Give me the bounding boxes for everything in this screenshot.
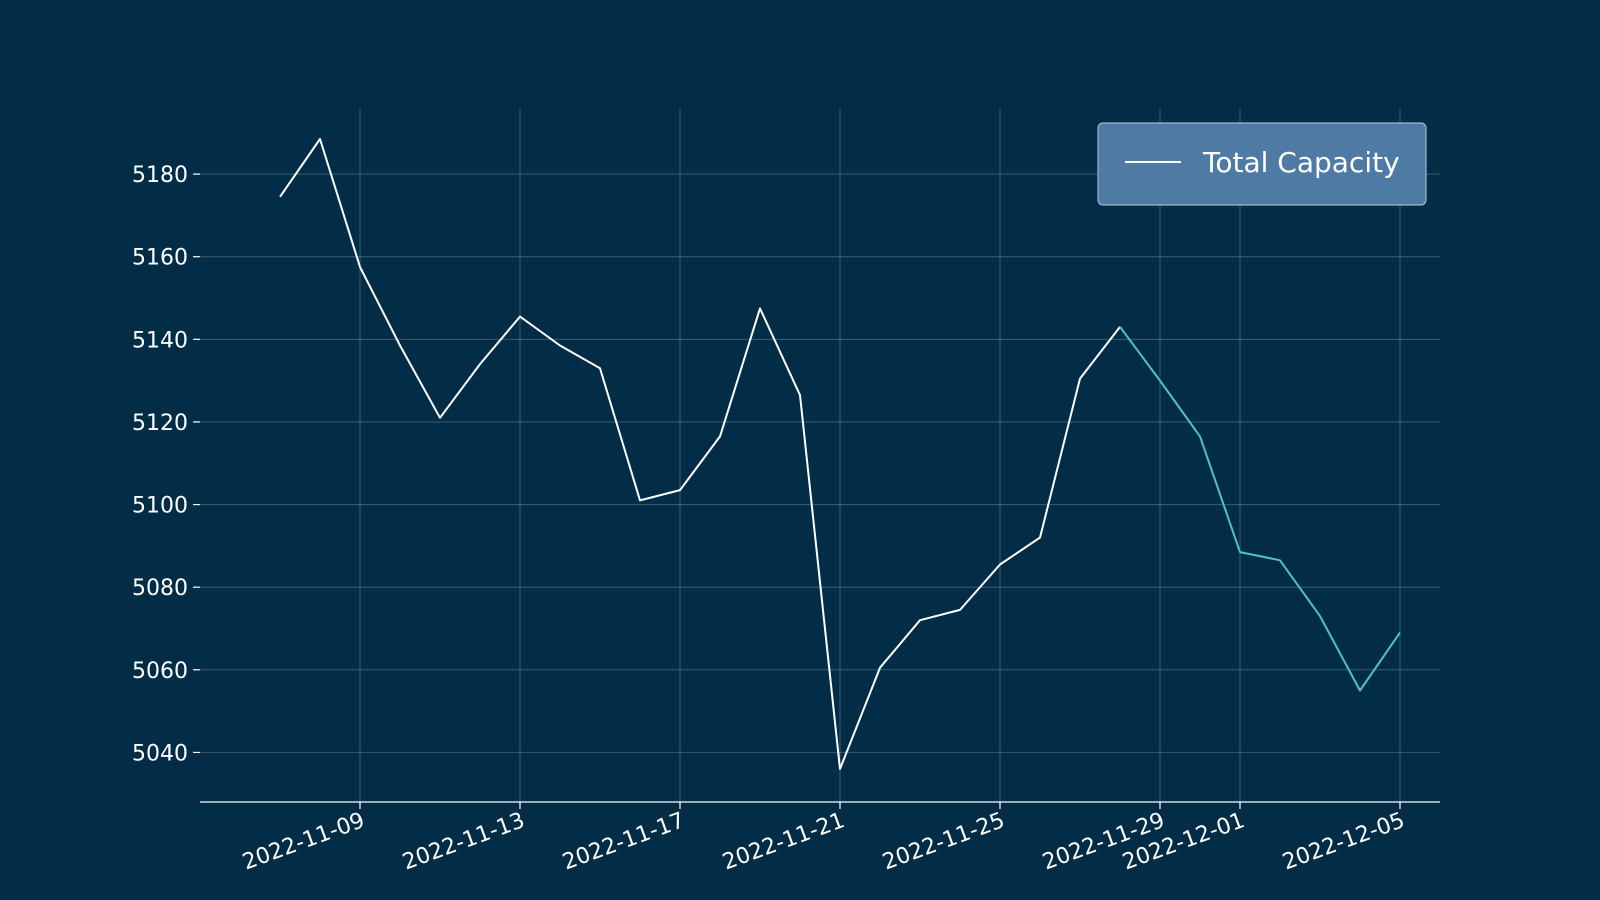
data-point — [479, 363, 482, 366]
data-point — [1319, 615, 1322, 618]
x-tick-label: 2022-11-09 — [239, 808, 368, 875]
data-point — [439, 416, 442, 419]
data-point — [879, 666, 882, 669]
axes: 5040 5060 5080 5100 5120 5140 5160 5180 2022-11-… — [132, 163, 1440, 875]
y-tick-label: 5120 — [132, 411, 188, 436]
data-point — [1279, 559, 1282, 562]
data-point — [679, 489, 682, 492]
data-point — [319, 137, 322, 140]
legend: Total Capacity — [1097, 122, 1427, 206]
x-tick-label: 2022-11-25 — [879, 808, 1008, 875]
data-point — [1239, 551, 1242, 554]
data-point — [559, 344, 562, 347]
y-tick-label: 5160 — [132, 246, 188, 271]
legend-label: Total Capacity — [1202, 146, 1400, 179]
y-tick-label: 5040 — [132, 741, 188, 766]
y-tick-label: 5060 — [132, 659, 188, 684]
series-line-highlight — [1119, 326, 1401, 692]
x-tick-label: 2022-12-05 — [1279, 808, 1408, 875]
data-point — [1159, 379, 1162, 382]
data-point — [719, 435, 722, 438]
y-tick-label: 5140 — [132, 328, 188, 353]
y-tick-label: 5180 — [132, 163, 188, 188]
data-point — [959, 608, 962, 611]
data-point — [639, 499, 642, 502]
series-layer — [279, 137, 1402, 770]
data-point — [1079, 377, 1082, 380]
data-point — [399, 344, 402, 347]
data-point — [999, 563, 1002, 566]
data-point — [359, 266, 362, 269]
data-point — [1199, 435, 1202, 438]
x-tick-label: 2022-11-17 — [559, 808, 688, 875]
data-point — [1399, 631, 1402, 634]
data-point — [799, 394, 802, 397]
y-tick-label: 5080 — [132, 576, 188, 601]
x-tick-label: 2022-11-21 — [719, 808, 848, 875]
data-point — [519, 315, 522, 318]
y-tick-label: 5100 — [132, 494, 188, 519]
legend-box — [1097, 122, 1427, 206]
data-point — [839, 767, 842, 770]
data-point — [759, 307, 762, 310]
grid — [200, 108, 1440, 802]
data-point — [599, 367, 602, 370]
data-point — [1119, 325, 1122, 328]
x-tick-label: 2022-11-13 — [399, 808, 528, 875]
data-point — [1039, 536, 1042, 539]
data-point — [1359, 689, 1362, 692]
data-point — [279, 195, 282, 198]
data-point — [919, 619, 922, 622]
series-line — [279, 138, 1121, 770]
